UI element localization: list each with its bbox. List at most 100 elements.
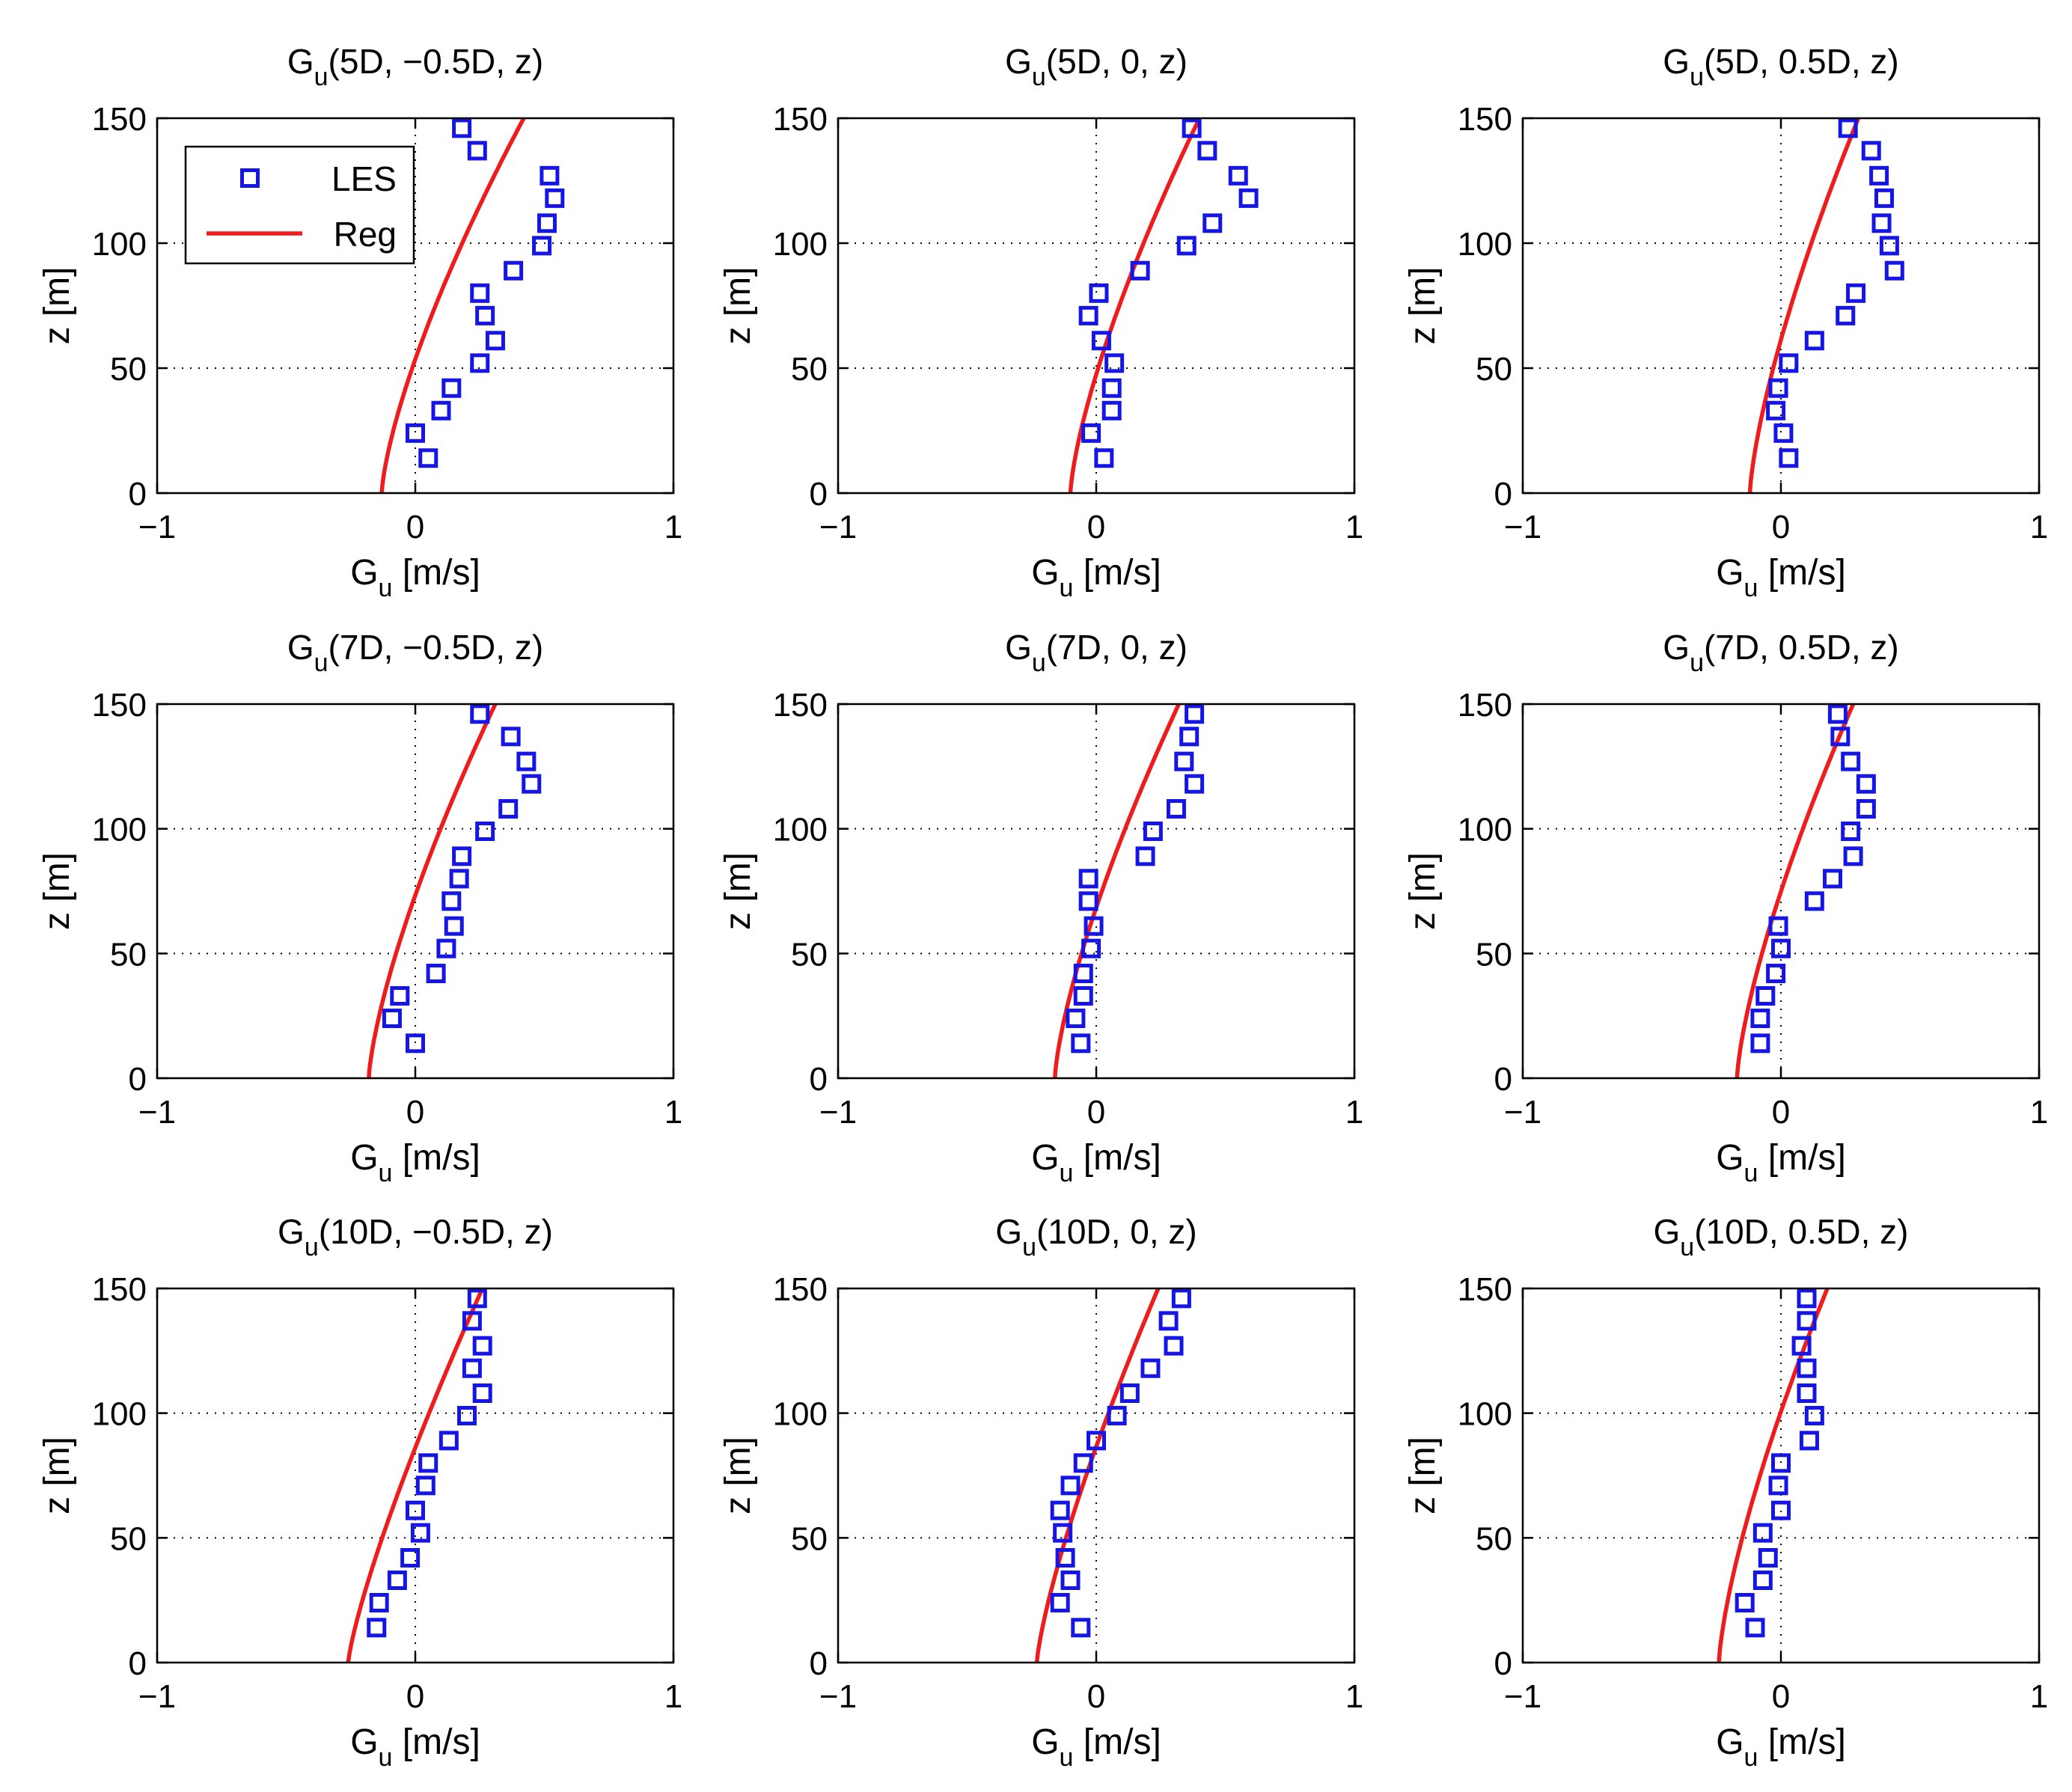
les-point bbox=[1119, 1383, 1140, 1403]
les-point bbox=[367, 1618, 387, 1638]
les-point bbox=[1185, 774, 1205, 794]
subplot-title-rest: (5D, −0.5D, z) bbox=[328, 42, 544, 81]
y-tick-label: 100 bbox=[773, 226, 828, 263]
les-point bbox=[475, 305, 495, 325]
les-point bbox=[1755, 986, 1776, 1006]
les-point bbox=[431, 400, 451, 421]
y-tick-label: 100 bbox=[1458, 1396, 1512, 1433]
subplot-title-main: G bbox=[1663, 42, 1690, 81]
les-point bbox=[1752, 1523, 1773, 1543]
y-tick-label: 50 bbox=[110, 351, 147, 388]
les-point bbox=[1874, 188, 1894, 208]
x-axis-label-rest: [m/s] bbox=[1758, 1722, 1845, 1762]
les-point bbox=[522, 774, 542, 794]
les-point bbox=[1050, 1593, 1070, 1612]
les-point bbox=[1836, 305, 1856, 325]
subplot-title-main: G bbox=[1005, 628, 1032, 667]
les-point bbox=[426, 964, 446, 983]
x-axis-label-rest: [m/s] bbox=[1073, 553, 1161, 593]
x-axis-label-rest: [m/s] bbox=[1073, 1138, 1161, 1178]
les-point bbox=[1071, 1618, 1091, 1638]
x-axis-label: Gu [m/s] bbox=[1031, 1138, 1161, 1187]
les-point bbox=[1830, 727, 1851, 747]
plot-area bbox=[1523, 118, 2039, 493]
reg-line bbox=[1735, 703, 1856, 1079]
les-point bbox=[1055, 1548, 1075, 1568]
les-point bbox=[1879, 236, 1899, 256]
les-point bbox=[1735, 1593, 1755, 1612]
reg-line bbox=[367, 703, 498, 1079]
reg-line bbox=[379, 117, 526, 494]
x-axis-label: Gu [m/s] bbox=[350, 1138, 480, 1187]
x-tick-label: 0 bbox=[1772, 1094, 1790, 1131]
y-tick-label: 100 bbox=[1458, 226, 1512, 263]
les-point bbox=[1078, 305, 1098, 325]
les-point bbox=[400, 1548, 421, 1568]
x-tick-label: 0 bbox=[406, 1678, 424, 1715]
les-point bbox=[1884, 260, 1904, 281]
les-point bbox=[1841, 822, 1861, 841]
les-point bbox=[462, 1311, 482, 1331]
les-point bbox=[1094, 448, 1114, 468]
x-axis-label: Gu [m/s] bbox=[1716, 553, 1846, 602]
x-tick-label: 1 bbox=[1345, 1094, 1363, 1131]
y-axis-label: z [m] bbox=[37, 1437, 77, 1514]
x-tick-label: −1 bbox=[819, 1094, 857, 1131]
subplot-title-sub: u bbox=[1032, 63, 1046, 91]
subplot-title-sub: u bbox=[1680, 1233, 1694, 1262]
reg-line bbox=[1717, 1287, 1830, 1663]
les-point bbox=[1750, 1033, 1770, 1054]
les-point bbox=[1166, 799, 1186, 819]
x-axis-label-rest: [m/s] bbox=[392, 553, 480, 593]
x-axis-label-main: G bbox=[1716, 1138, 1744, 1178]
subplot-title-rest: (7D, 0, z) bbox=[1046, 628, 1188, 667]
subplot-title-main: G bbox=[995, 1212, 1022, 1251]
les-point bbox=[387, 1571, 407, 1590]
y-tick-label: 150 bbox=[1458, 1271, 1512, 1308]
legend-les-label: LES bbox=[331, 159, 397, 198]
x-axis-label: Gu [m/s] bbox=[1031, 1722, 1161, 1772]
les-point bbox=[1838, 118, 1858, 138]
y-tick-label: 0 bbox=[129, 1645, 147, 1682]
x-axis-label-rest: [m/s] bbox=[1758, 553, 1845, 593]
y-tick-label: 100 bbox=[773, 812, 828, 848]
x-axis-label-main: G bbox=[1031, 553, 1059, 593]
les-point bbox=[406, 1500, 425, 1520]
y-axis-label: z [m] bbox=[37, 852, 77, 930]
les-point bbox=[1797, 1358, 1817, 1378]
y-axis-label: z [m] bbox=[1403, 852, 1443, 930]
plot-area bbox=[838, 704, 1354, 1078]
subplot-title: Gu(5D, 0, z) bbox=[1005, 42, 1188, 91]
x-axis-label-main: G bbox=[1031, 1138, 1059, 1178]
les-point bbox=[1078, 891, 1098, 911]
subplot-title-rest: (10D, 0.5D, z) bbox=[1694, 1212, 1908, 1251]
subplot-title-main: G bbox=[278, 1212, 305, 1251]
subplot-title-main: G bbox=[287, 42, 314, 81]
les-point bbox=[1135, 846, 1155, 866]
x-axis-label-sub: u bbox=[379, 574, 393, 602]
les-point bbox=[1797, 1288, 1817, 1309]
les-point bbox=[444, 916, 464, 936]
x-tick-label: −1 bbox=[819, 1678, 857, 1715]
x-tick-label: 0 bbox=[1087, 1678, 1105, 1715]
subplot-title: Gu(5D, −0.5D, z) bbox=[287, 42, 543, 91]
y-tick-label: 0 bbox=[810, 476, 828, 513]
x-axis-label-main: G bbox=[1716, 1722, 1744, 1762]
x-axis-label-rest: [m/s] bbox=[392, 1138, 480, 1178]
les-point bbox=[1869, 165, 1889, 186]
les-point bbox=[418, 448, 438, 468]
les-point bbox=[1179, 727, 1200, 747]
les-point bbox=[418, 1453, 438, 1473]
les-point bbox=[452, 846, 472, 866]
les-point bbox=[1081, 938, 1101, 958]
les-point bbox=[1073, 1453, 1093, 1473]
plot-area bbox=[1523, 1288, 2039, 1663]
subplot-title-main: G bbox=[1663, 628, 1690, 667]
les-point bbox=[438, 1431, 459, 1451]
subplot-title-rest: (10D, 0, z) bbox=[1036, 1212, 1197, 1251]
y-tick-label: 0 bbox=[1494, 1645, 1512, 1682]
les-point bbox=[1773, 423, 1794, 443]
les-point bbox=[1197, 141, 1217, 161]
x-axis-label: Gu [m/s] bbox=[1716, 1138, 1846, 1187]
subplot-title: Gu(10D, 0, z) bbox=[995, 1212, 1197, 1262]
